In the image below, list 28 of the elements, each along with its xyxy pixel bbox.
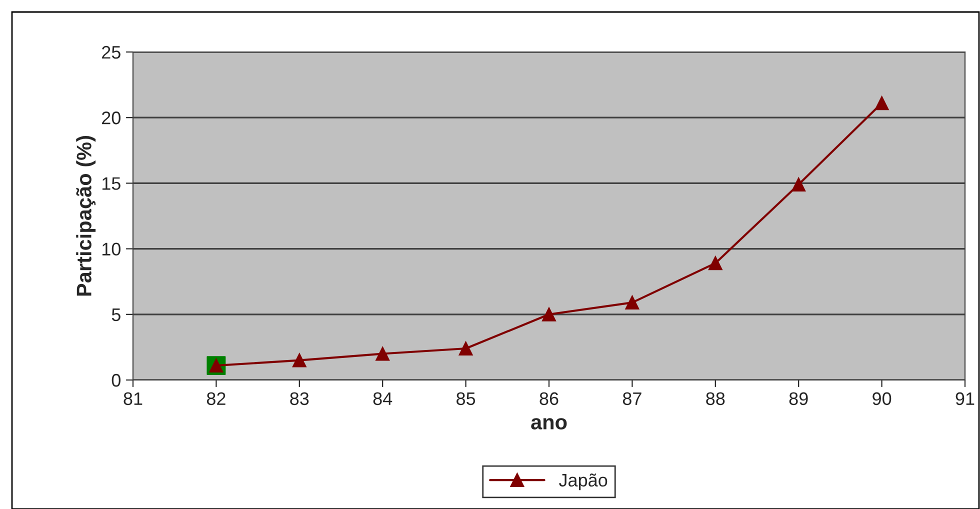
y-axis-title: Participação (%) (76, 136, 96, 296)
legend-label: Japão (558, 473, 608, 490)
point (458, 342, 473, 356)
point (292, 353, 306, 368)
x-tick-label: 88 (706, 392, 725, 406)
point (542, 307, 556, 322)
point (376, 346, 390, 361)
point (708, 256, 722, 270)
x-tick-label: 87 (622, 392, 642, 406)
x-tick-label: 83 (290, 392, 309, 406)
x-tick-label: 86 (540, 392, 558, 406)
x-tick-label: 84 (373, 392, 392, 406)
y-tick-label: 20 (102, 112, 120, 124)
y-tick-label: 15 (102, 177, 120, 190)
x-tick-label: 91 (956, 392, 974, 406)
x-tick-label: 81 (124, 392, 142, 406)
x-axis-title: ano (531, 418, 567, 430)
y-tick-label: 25 (102, 46, 120, 59)
x-tick-label: 82 (206, 392, 226, 406)
point (874, 96, 889, 110)
y-tick-label: 5 (112, 308, 120, 322)
point (792, 178, 806, 192)
point (625, 296, 640, 310)
y-tick-label: 0 (112, 374, 120, 387)
y-tick-label: 10 (102, 242, 120, 256)
x-tick-label: 89 (789, 392, 808, 406)
x-tick-label: 85 (456, 392, 476, 406)
x-tick-label: 90 (872, 392, 892, 406)
